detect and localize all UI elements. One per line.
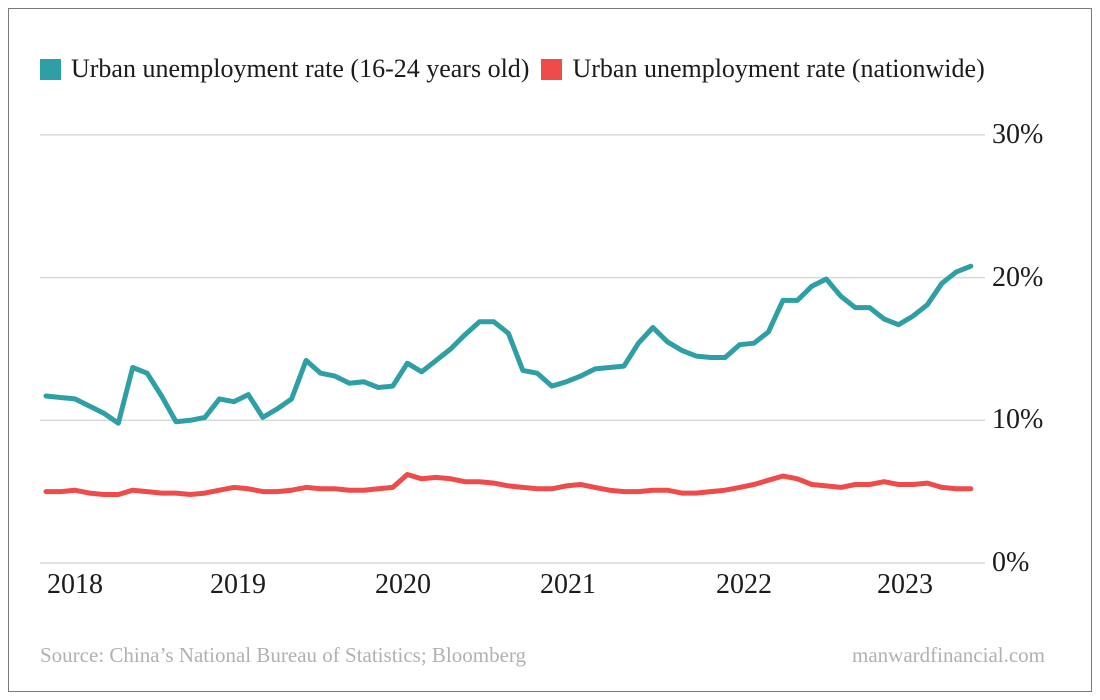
youth-series-label: Urban unemployment rate (16-24 years old… [71,54,530,83]
y-axis-tick-label: 20% [992,261,1044,293]
y-axis-tick-label: 0% [992,547,1030,578]
x-axis-year-label: 2021 [540,569,596,600]
youth-series-line [43,263,974,426]
youth-series-swatch [40,58,61,80]
legend-item-nationwide: Urban unemployment rate (nationwide) [541,54,985,83]
nationwide-series-swatch [541,58,563,80]
y-axis-tick-label: 10% [992,404,1044,436]
y-axis-tick-label: 30% [992,118,1044,150]
x-axis-year-label: 2020 [375,569,431,600]
x-axis-year-label: 2018 [47,569,103,600]
legend-item-youth: Urban unemployment rate (16-24 years old… [40,56,529,82]
watermark: manwardfinancial.com [852,643,1045,667]
x-axis-year-label: 2023 [877,569,933,600]
legend: Urban unemployment rate (16-24 years old… [40,56,985,82]
nationwide-series-line [43,472,974,497]
source-note: Source: China’s National Bureau of Stati… [40,643,527,667]
x-axis-year-label: 2022 [716,569,772,600]
nationwide-series-label: Urban unemployment rate (nationwide) [572,54,985,83]
x-axis-year-label: 2019 [210,569,266,600]
